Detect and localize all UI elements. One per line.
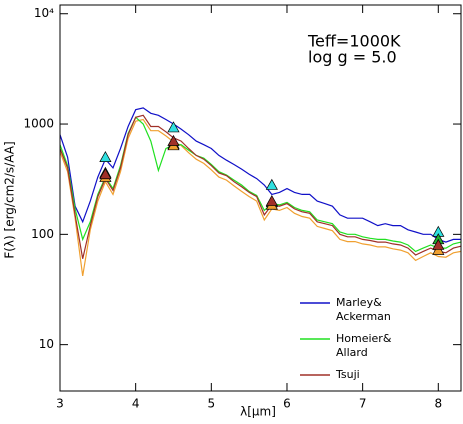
x-tick-label: 5 <box>208 397 216 411</box>
spectrum-line <box>59 107 461 243</box>
photometry-point <box>99 151 112 162</box>
photometry-point <box>265 178 278 190</box>
spectrum-line <box>59 114 462 259</box>
legend-label: Homeier& Allard <box>336 332 392 359</box>
spectrum-line <box>59 118 462 276</box>
y-tick-label: 100 <box>31 227 54 241</box>
x-tick-label: 7 <box>359 397 367 411</box>
photometry-point <box>167 134 180 146</box>
annotation: log g = 5.0 <box>308 48 397 67</box>
x-tick-label: 8 <box>434 397 442 411</box>
y-tick-label: 10 <box>39 337 54 351</box>
x-tick-label: 6 <box>283 397 291 411</box>
legend-label: Tsuji <box>336 368 360 381</box>
plot-frame <box>59 4 462 392</box>
photometry-point <box>99 168 112 180</box>
x-axis-label: λ[μm] <box>240 405 276 419</box>
annotation: Teff=1000K <box>307 32 401 51</box>
spectrum-line <box>59 116 462 253</box>
photometry-point <box>265 194 278 206</box>
legend-label: Marley& Ackerman <box>336 296 391 323</box>
x-tick-label: 4 <box>132 397 140 411</box>
photometry-point <box>167 121 180 133</box>
photometry-point <box>432 238 445 250</box>
y-axis-label: F(λ) [erg/cm2/s/AA] <box>3 141 17 258</box>
y-tick-label: 1000 <box>23 117 54 131</box>
y-tick-label: 10⁴ <box>34 6 54 20</box>
x-tick-label: 3 <box>56 397 64 411</box>
